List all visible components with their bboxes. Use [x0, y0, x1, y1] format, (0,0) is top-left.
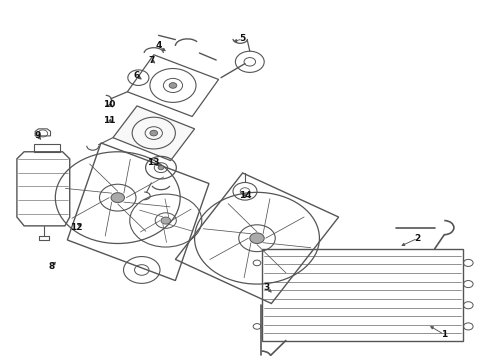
Text: 3: 3 [264, 283, 270, 292]
Text: 11: 11 [103, 116, 116, 125]
Circle shape [161, 217, 171, 224]
Circle shape [111, 193, 124, 203]
Text: 7: 7 [148, 55, 154, 64]
Text: 5: 5 [240, 34, 245, 43]
Circle shape [250, 233, 264, 243]
Circle shape [158, 166, 164, 170]
Text: 4: 4 [155, 41, 162, 50]
Circle shape [150, 130, 158, 136]
Text: 6: 6 [134, 71, 140, 80]
Text: 10: 10 [103, 100, 116, 109]
Polygon shape [113, 106, 195, 161]
Text: 8: 8 [49, 262, 55, 271]
Text: 14: 14 [239, 192, 251, 201]
Text: 1: 1 [441, 330, 447, 339]
Bar [34, 144, 60, 152]
Text: 12: 12 [70, 223, 82, 232]
Text: 2: 2 [415, 234, 421, 243]
Circle shape [169, 83, 177, 88]
Text: 9: 9 [34, 131, 41, 140]
Text: 13: 13 [147, 158, 160, 167]
